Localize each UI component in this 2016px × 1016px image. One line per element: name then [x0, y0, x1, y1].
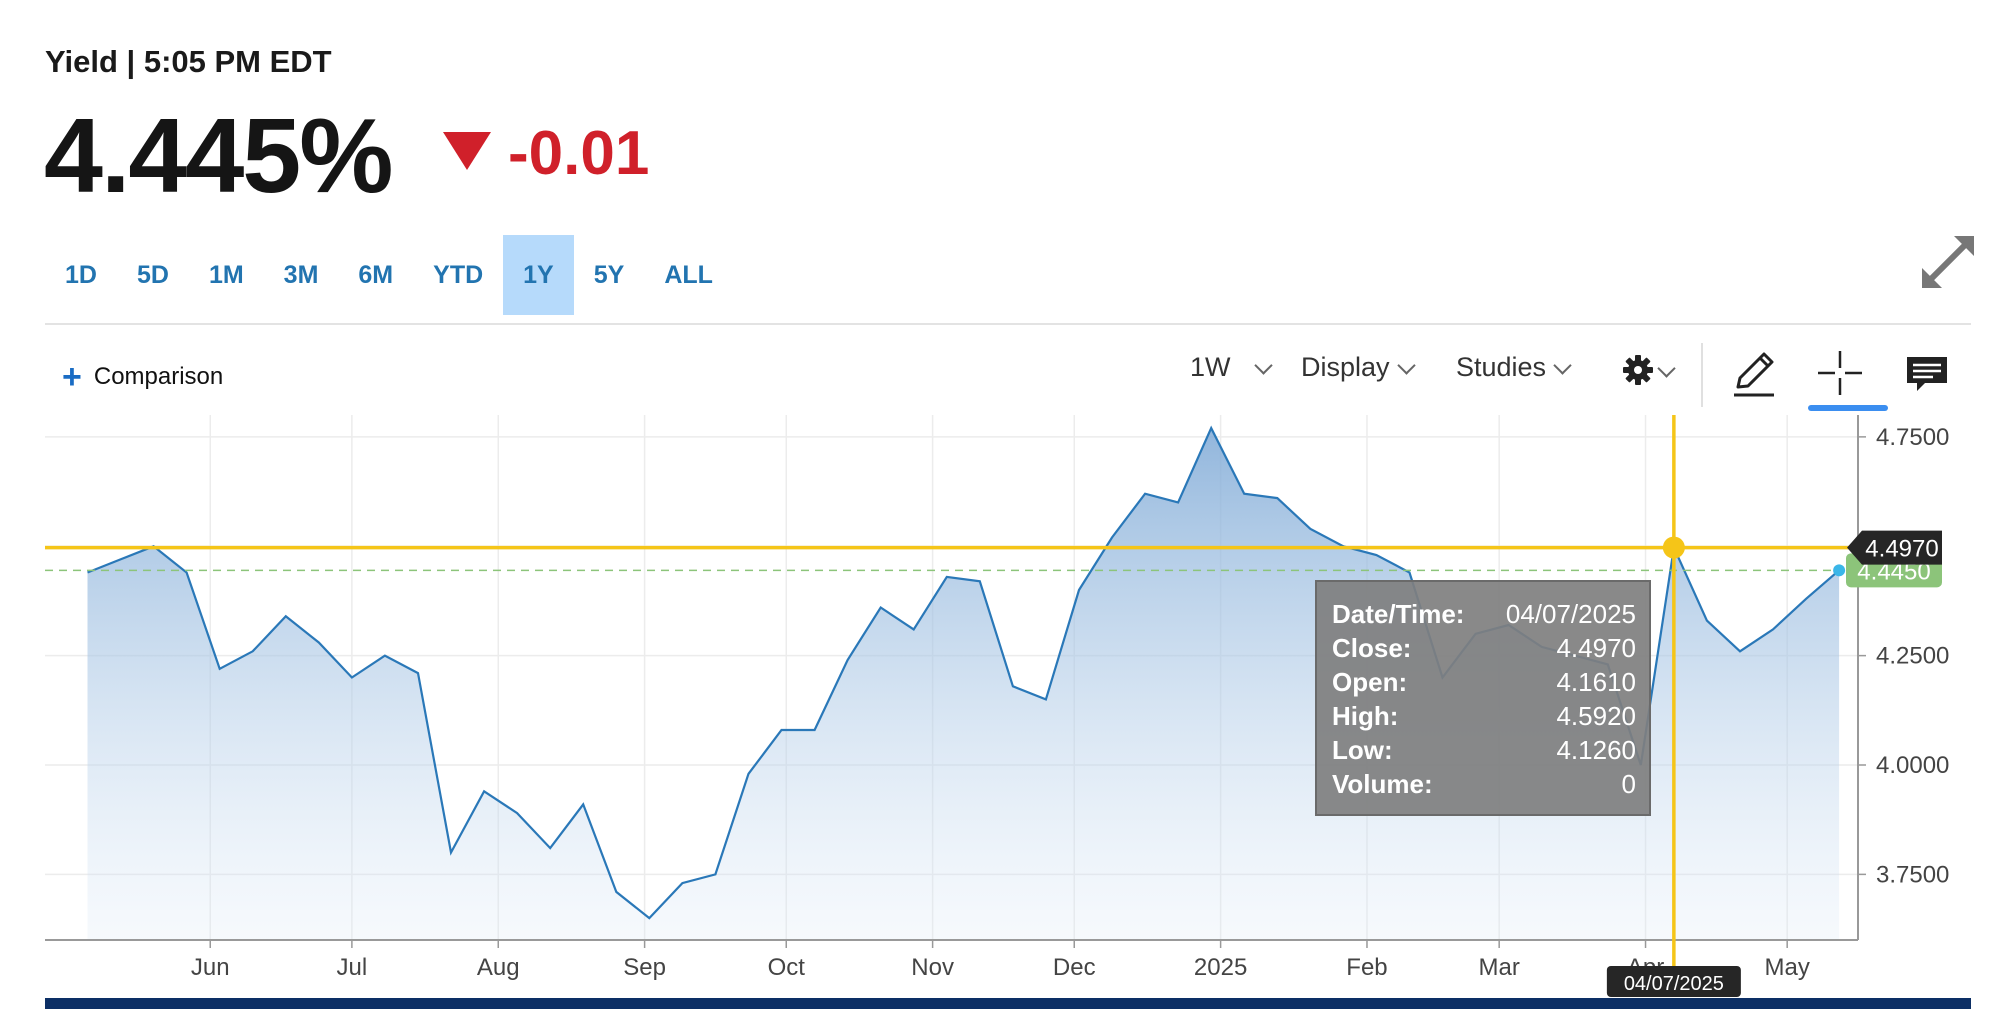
tooltip-label: Date/Time: [1332, 599, 1464, 629]
y-tick-label: 4.7500 [1876, 424, 1949, 451]
crosshair-icon[interactable] [1812, 345, 1868, 401]
tooltip-label: Open: [1332, 667, 1407, 697]
crosshair-value-label: 4.4970 [1865, 536, 1938, 563]
interval-dropdown[interactable]: 1W [1190, 352, 1273, 383]
tooltip-value: 0 [1622, 769, 1636, 799]
pencil-icon[interactable] [1726, 345, 1782, 401]
tooltip-label: Close: [1332, 633, 1411, 663]
tooltip-value: 04/07/2025 [1506, 599, 1636, 629]
bottom-bar [45, 998, 1971, 1009]
crosshair-value-badge [1847, 530, 1942, 565]
studies-label: Studies [1456, 352, 1547, 382]
interval-label: 1W [1190, 352, 1231, 382]
x-tick-label: May [1765, 954, 1810, 981]
x-tick-label: Nov [911, 954, 954, 981]
settings-dropdown[interactable] [1622, 354, 1676, 386]
comparison-label: Comparison [93, 363, 224, 390]
range-selector: 1D 5D 1M 3M 6M YTD 1Y 5Y ALL [45, 235, 733, 315]
studies-dropdown[interactable]: Studies [1456, 352, 1572, 383]
range-button-1y[interactable]: 1Y [503, 235, 574, 315]
range-button-ytd[interactable]: YTD [433, 261, 484, 289]
tooltip-value: 4.5920 [1556, 701, 1636, 731]
x-tick-label: 2025 [1194, 954, 1247, 981]
range-button-5d[interactable]: 5D [136, 261, 169, 289]
tooltip-label: High: [1332, 701, 1398, 731]
x-tick-label: Feb [1346, 954, 1387, 981]
tooltip-box [1315, 580, 1651, 816]
range-button-5y[interactable]: 5Y [593, 261, 625, 289]
y-tick-label: 4.0000 [1876, 752, 1949, 779]
x-tick-label: Aug [477, 954, 520, 981]
plus-icon: + [62, 358, 82, 396]
price-change: -0.01 [508, 119, 650, 188]
x-tick-label: Mar [1479, 954, 1520, 981]
gear-icon [1623, 355, 1653, 385]
toolbar-separator [1701, 343, 1703, 407]
range-button-6m[interactable]: 6M [358, 261, 394, 289]
crosshair-date-label: 04/07/2025 [1624, 973, 1724, 995]
tooltip-label: Volume: [1332, 769, 1433, 799]
x-tick-label: Jul [337, 954, 368, 981]
x-tick-label: Jun [191, 954, 230, 981]
last-point-marker [1833, 564, 1846, 577]
comment-icon[interactable] [1899, 345, 1955, 401]
range-button-3m[interactable]: 3M [283, 261, 319, 289]
display-dropdown[interactable]: Display [1301, 352, 1416, 383]
range-button-1m[interactable]: 1M [208, 261, 244, 289]
tooltip-label: Low: [1332, 735, 1393, 765]
range-button-all[interactable]: ALL [664, 261, 713, 289]
y-tick-label: 4.2500 [1876, 643, 1949, 670]
crosshair-date-badge [1606, 966, 1741, 997]
y-tick-label: 3.7500 [1876, 861, 1949, 888]
tooltip-value: 4.4970 [1556, 633, 1636, 663]
yield-price: 4.445% [44, 97, 394, 215]
comparison-button[interactable]: + Comparison [62, 360, 223, 394]
expand-icon[interactable] [1918, 232, 1978, 292]
crosshair-point [1662, 536, 1685, 559]
x-tick-label: Dec [1053, 954, 1096, 981]
x-tick-label: Oct [768, 954, 806, 981]
tooltip-value: 4.1260 [1556, 735, 1636, 765]
down-arrow-icon [443, 132, 491, 170]
active-tool-indicator [1808, 405, 1888, 411]
quote-title: Yield | 5:05 PM EDT [45, 44, 332, 79]
x-tick-label: Sep [623, 954, 666, 981]
tooltip-value: 4.1610 [1556, 667, 1636, 697]
display-label: Display [1301, 352, 1390, 382]
toolbar-divider [45, 323, 1971, 325]
range-button-1d[interactable]: 1D [65, 261, 97, 289]
